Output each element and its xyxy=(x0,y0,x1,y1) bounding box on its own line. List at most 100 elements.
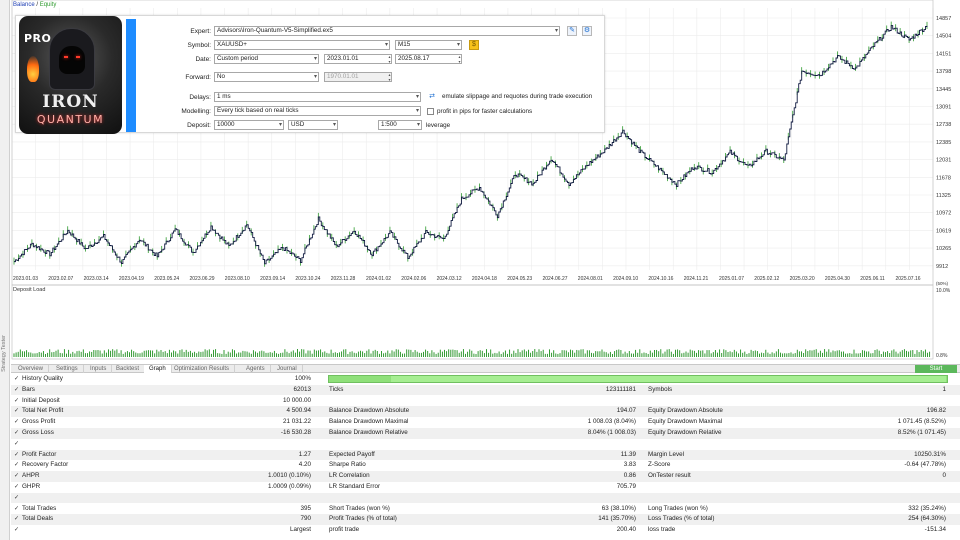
date-tick: 2025.04.30 xyxy=(825,276,850,282)
price-tick: 14151 xyxy=(936,51,951,57)
date-tick: 2024.03.12 xyxy=(437,276,462,282)
row-check-icon: ✓ xyxy=(14,494,20,501)
accent-bar xyxy=(126,19,136,132)
cell-c2: Profit Trades (% of total) xyxy=(329,515,397,523)
cell-v1: 790 xyxy=(300,515,311,523)
price-tick: 10972 xyxy=(936,211,951,217)
history-quality-fill xyxy=(391,376,946,382)
cell-c3: loss trade xyxy=(648,526,676,534)
deposit-axis-unit: (50%) xyxy=(936,281,949,286)
cell-c1: Total Net Profit xyxy=(22,407,64,415)
cell-v3: 8.52% (1 071.45) xyxy=(897,429,946,436)
cell-v2: 0.86 xyxy=(623,472,636,480)
results-row: ✓ xyxy=(11,492,960,504)
results-row: ✓ xyxy=(11,439,960,450)
tab-overview[interactable]: Overview xyxy=(13,365,50,373)
cell-c2: Short Trades (won %) xyxy=(329,504,390,512)
date-tick: 2024.05.23 xyxy=(507,276,532,282)
date-tick: 2024.11.21 xyxy=(684,276,709,282)
tab-backtest[interactable]: Backtest xyxy=(111,365,146,373)
modelling-select[interactable]: Every tick based on real ticks xyxy=(214,106,421,116)
forward-date-input[interactable]: 1970.01.01 xyxy=(324,72,392,82)
forward-select[interactable]: No xyxy=(214,72,319,82)
tab-optimization-results[interactable]: Optimization Results xyxy=(169,365,236,373)
cell-v2: 141 (35.70%) xyxy=(598,515,636,523)
date-tick: 2025.07.16 xyxy=(896,276,921,282)
currency-select[interactable]: USD xyxy=(288,120,338,130)
cell-v1: 395 xyxy=(300,504,311,512)
face-graphic xyxy=(59,46,85,74)
results-table: ✓ History Quality 100% ✓ Bars 62013 Ticks 12311… xyxy=(11,374,960,540)
cell-c2: LR Correlation xyxy=(329,472,370,480)
tab-journal[interactable]: Journal xyxy=(272,365,303,373)
price-tick: 10619 xyxy=(936,228,951,234)
eye-right-graphic xyxy=(76,56,80,58)
cell-v2: 8.04% (1 008.03) xyxy=(587,429,636,436)
cell-c1: Total Deals xyxy=(22,515,54,523)
gear-icon[interactable]: ⚙ xyxy=(582,26,592,36)
symbol-select[interactable]: XAUUSD+ xyxy=(214,40,390,50)
cell-c1: Bars xyxy=(22,385,35,393)
logo-iron: IRON xyxy=(42,92,99,112)
swap-icon[interactable]: ⇄ xyxy=(427,92,437,102)
row-check-icon: ✓ xyxy=(14,516,20,523)
logo-quantum: QUANTUM xyxy=(36,113,105,126)
edit-icon[interactable]: ✎ xyxy=(567,26,577,36)
cell-v3: 1 071.45 (8.52%) xyxy=(897,418,946,426)
price-tick: 13445 xyxy=(936,87,951,93)
deposit-axis-bottom: 0.8% xyxy=(936,353,948,359)
cell-c1: Total Trades xyxy=(22,504,57,512)
price-tick: 9912 xyxy=(936,264,948,270)
date-tick: 2023.04.19 xyxy=(119,276,144,282)
cell-v1: 1.0009 (0.09%) xyxy=(267,483,311,490)
price-tick: 13091 xyxy=(936,105,951,111)
cell-c3: Equity Drawdown Maximal xyxy=(648,418,723,426)
cell-c2: Expected Payoff xyxy=(329,450,375,458)
cell-v2: 123111181 xyxy=(605,385,636,393)
results-row: ✓ Largest profit trade 200.40 loss trade -151… xyxy=(11,525,960,536)
tab-settings[interactable]: Settings xyxy=(51,365,84,373)
results-row: ✓ Bars 62013 Ticks 123111181 Symbols 1 xyxy=(11,384,960,396)
cell-v3: 254 (64.30%) xyxy=(908,515,946,523)
cell-c2: Sharpe Ratio xyxy=(329,461,366,469)
deposit-select[interactable]: 10000 xyxy=(214,120,284,130)
symbol-properties-icon[interactable]: $ xyxy=(469,40,479,50)
expert-select[interactable]: Advisors\Iron-Quantum-V5-Simplified.ex5 xyxy=(214,26,560,36)
cell-v3: 1 xyxy=(942,385,946,393)
tab-agents[interactable]: Agents xyxy=(241,365,271,373)
cell-c2: Balance Drawdown Relative xyxy=(329,429,408,436)
start-button[interactable]: Start xyxy=(915,365,957,373)
cell-v2: 705.79 xyxy=(616,483,636,490)
pips-checkbox[interactable] xyxy=(427,108,434,115)
results-row: ✓ AHPR 1.0010 (0.10%) LR Correlation 0.86 OnT… xyxy=(11,471,960,482)
date-from-input[interactable]: 2023.01.01 xyxy=(324,54,392,64)
cell-v2: 194.07 xyxy=(616,407,636,415)
price-tick: 13798 xyxy=(936,69,951,75)
cell-c1: History Quality xyxy=(22,375,63,382)
cell-v1: 1.27 xyxy=(298,450,311,458)
cell-v2: 3.83 xyxy=(623,461,636,469)
chart-legend: Balance / Equity xyxy=(13,2,56,8)
row-check-icon: ✓ xyxy=(14,440,20,447)
cell-c1: Gross Profit xyxy=(22,418,56,426)
timeframe-select[interactable]: M15 xyxy=(395,40,462,50)
tab-graph[interactable]: Graph xyxy=(144,365,172,373)
cell-v3: 0 xyxy=(942,472,946,480)
history-quality-bar xyxy=(328,375,948,383)
leverage-select[interactable]: 1:500 xyxy=(378,120,422,130)
results-row: ✓ Total Trades 395 Short Trades (won %) 63 (… xyxy=(11,504,960,515)
cell-c3: Loss Trades (% of total) xyxy=(648,515,715,523)
cell-v1: 62013 xyxy=(293,385,311,393)
date-to-input[interactable]: 2025.08.17 xyxy=(395,54,462,64)
date-tick: 2024.04.18 xyxy=(472,276,497,282)
cell-c1: AHPR xyxy=(22,472,40,480)
date-mode-select[interactable]: Custom period xyxy=(214,54,319,64)
delays-select[interactable]: 1 ms xyxy=(214,92,421,102)
row-check-icon: ✓ xyxy=(14,505,20,512)
cell-v1: Largest xyxy=(289,526,311,534)
cell-v1: 100% xyxy=(294,375,311,382)
row-check-icon: ✓ xyxy=(14,376,20,382)
left-strip: Strategy Tester xyxy=(0,0,10,540)
tab-inputs[interactable]: Inputs xyxy=(85,365,113,373)
price-tick: 14504 xyxy=(936,34,951,40)
